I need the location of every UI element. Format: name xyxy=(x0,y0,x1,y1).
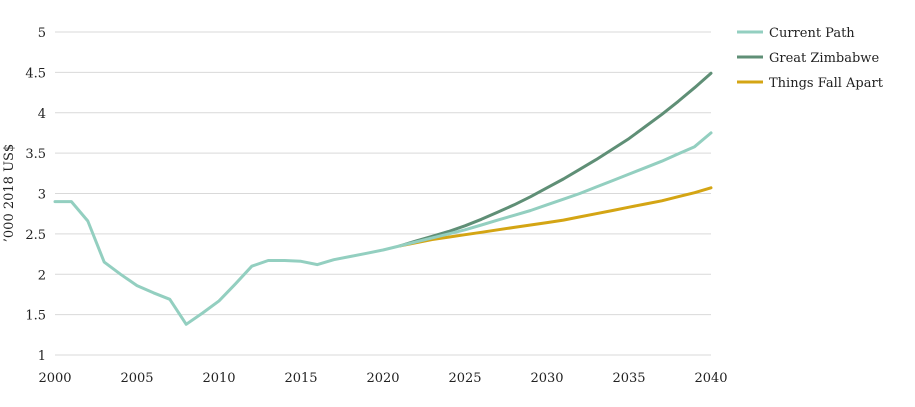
legend-label: Great Zimbabwe xyxy=(769,51,879,66)
x-tick-label: 2010 xyxy=(202,371,235,386)
series-lines xyxy=(53,71,713,326)
x-axis-tick-labels: 2000 2005 2010 2015 2020 2025 2030 2035 2040 xyxy=(38,371,727,386)
x-tick-label: 2020 xyxy=(366,371,399,386)
gridlines xyxy=(55,31,711,356)
y-tick-label: 4 xyxy=(38,107,46,122)
x-tick-label: 2040 xyxy=(694,371,727,386)
y-tick-label: 3 xyxy=(38,188,46,203)
y-tick-label: 2 xyxy=(38,268,46,283)
legend-label: Things Fall Apart xyxy=(769,76,884,91)
y-axis-title: ’000 2018 US$ xyxy=(2,144,17,242)
x-tick-label: 2025 xyxy=(448,371,481,386)
y-tick-label: 1 xyxy=(38,349,46,364)
x-tick-label: 2035 xyxy=(612,371,645,386)
y-tick-label: 5 xyxy=(38,26,46,41)
y-axis-tick-labels: 1 1.5 2 2.5 3 3.5 4 4.5 5 xyxy=(25,26,46,364)
x-tick-label: 2000 xyxy=(38,371,71,386)
legend: Current Path Great Zimbabwe Things Fall Ap… xyxy=(737,26,884,91)
y-tick-label: 4.5 xyxy=(25,66,46,81)
series-line-great-zimbabwe xyxy=(397,71,713,248)
x-tick-label: 2030 xyxy=(530,371,563,386)
series-line-current-path xyxy=(53,131,713,326)
legend-label: Current Path xyxy=(769,26,855,41)
y-tick-label: 2.5 xyxy=(25,228,46,243)
y-tick-label: 3.5 xyxy=(25,147,46,162)
x-tick-label: 2005 xyxy=(120,371,153,386)
x-tick-label: 2015 xyxy=(284,371,317,386)
series-line-things-fall-apart xyxy=(397,186,713,248)
y-tick-label: 1.5 xyxy=(25,309,46,324)
